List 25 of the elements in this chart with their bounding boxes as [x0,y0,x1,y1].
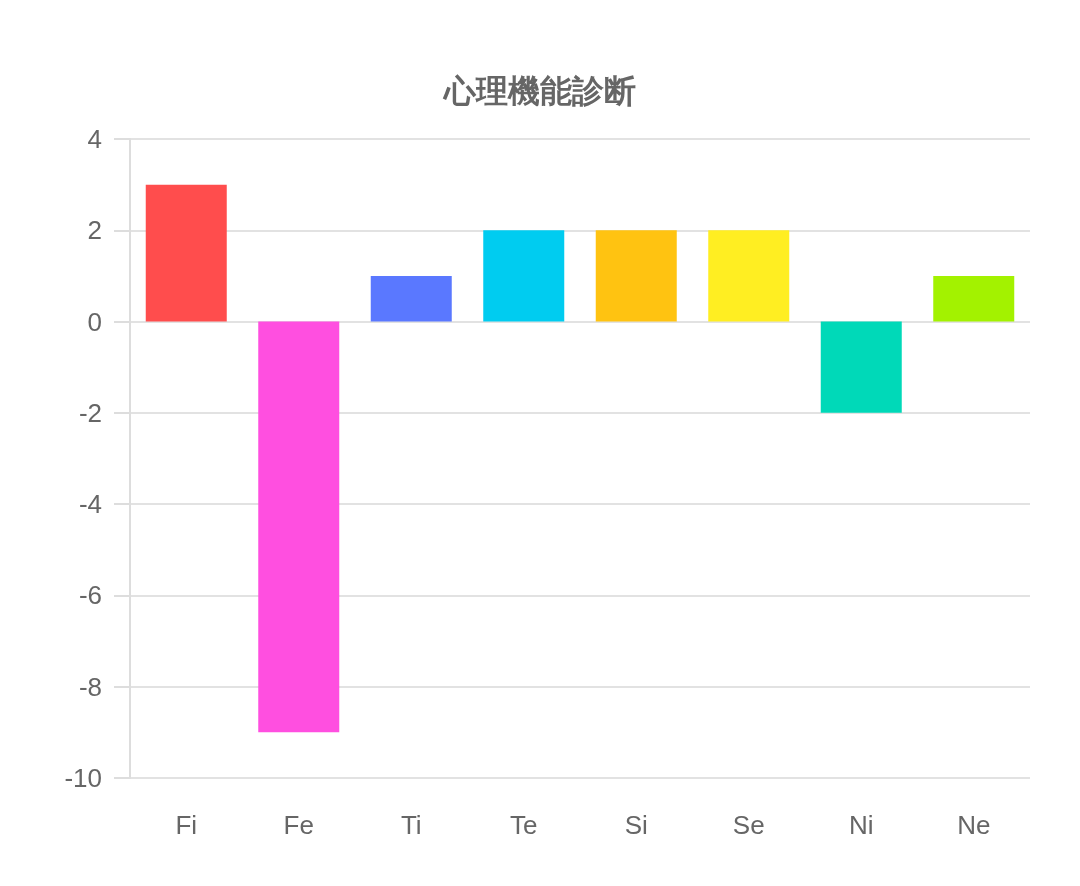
x-tick-label: Ne [957,810,991,840]
x-tick-label: Se [732,810,765,840]
y-tick-label: 2 [87,215,102,246]
y-tick-label: -10 [64,763,102,793]
bar [483,230,565,322]
x-tick-label: Ti [400,810,422,840]
y-tick-label: -8 [78,671,102,702]
x-tick-label: Fi [175,810,198,840]
bar [933,275,1015,322]
y-tick-label: 4 [87,124,102,154]
y-tick-label: -6 [78,580,102,611]
bar [820,321,902,413]
chart-title: 心理機能診断 [442,73,636,109]
bar [370,275,452,322]
bar [708,230,790,322]
bar [258,321,340,733]
y-tick-label: -4 [78,489,102,520]
x-tick-label: Ni [848,810,874,840]
y-tick-label: 0 [87,306,102,337]
y-tick-label: -2 [78,397,102,428]
bar [145,184,227,322]
x-tick-label: Fe [283,810,314,840]
x-tick-label: Te [510,810,538,840]
x-tick-label: Si [624,810,648,840]
bar [595,230,677,322]
